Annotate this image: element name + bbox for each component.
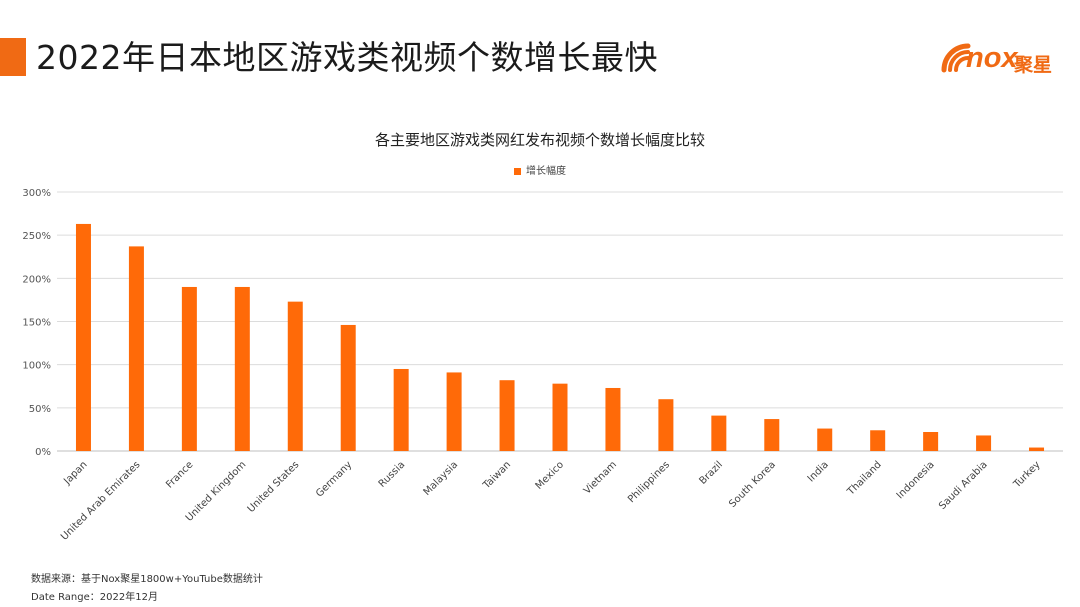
bar bbox=[75, 223, 91, 451]
x-tick-label: Thailand bbox=[845, 459, 884, 498]
y-tick-label: 0% bbox=[35, 447, 51, 458]
bar bbox=[711, 415, 727, 451]
bar bbox=[234, 286, 250, 451]
bar bbox=[817, 428, 833, 451]
x-tick-label: Mexico bbox=[534, 459, 566, 491]
y-tick-label: 300% bbox=[22, 188, 51, 199]
x-tick-label: Vietnam bbox=[582, 459, 619, 496]
bar bbox=[658, 399, 674, 451]
logo-text: nox bbox=[966, 42, 1018, 74]
bar bbox=[287, 301, 303, 451]
x-tick-label: United States bbox=[246, 459, 302, 515]
x-tick-label: India bbox=[806, 459, 831, 484]
bar bbox=[870, 430, 886, 451]
bar bbox=[393, 368, 409, 451]
bar bbox=[976, 435, 992, 451]
x-tick-label: Germany bbox=[314, 459, 354, 499]
bar bbox=[128, 246, 144, 451]
x-tick-label: Brazil bbox=[697, 459, 725, 487]
x-tick-label: Malaysia bbox=[422, 459, 461, 498]
x-tick-label: Taiwan bbox=[481, 459, 514, 492]
x-tick-label: France bbox=[164, 459, 195, 490]
legend-swatch bbox=[514, 167, 521, 175]
bar bbox=[446, 372, 462, 451]
logo-text-cn: 聚星 bbox=[1014, 54, 1053, 76]
y-tick-label: 200% bbox=[22, 274, 51, 285]
title-accent-block bbox=[0, 38, 26, 76]
y-tick-label: 250% bbox=[22, 231, 51, 242]
x-tick-label: South Korea bbox=[727, 459, 778, 510]
chart-title: 各主要地区游戏类网红发布视频个数增长幅度比较 bbox=[374, 131, 705, 149]
y-tick-label: 50% bbox=[29, 404, 51, 415]
x-tick-label: Russia bbox=[377, 459, 408, 490]
page-title: 2022年日本地区游戏类视频个数增长最快 bbox=[36, 38, 658, 77]
bar bbox=[764, 419, 780, 451]
bar bbox=[923, 432, 939, 451]
x-tick-label: Turkey bbox=[1011, 459, 1043, 491]
data-source-note: 数据来源：基于Nox聚星1800w+YouTube数据统计 bbox=[31, 574, 263, 585]
bar bbox=[181, 286, 197, 451]
chart-legend: 增长幅度 bbox=[0, 162, 1080, 177]
bar bbox=[1029, 447, 1045, 451]
nox-logo: nox 聚星 bbox=[938, 36, 1068, 84]
x-tick-label: Saudi Arabia bbox=[937, 459, 990, 512]
nox-wifi-logo-icon bbox=[941, 43, 971, 73]
x-tick-label: Japan bbox=[61, 459, 89, 487]
y-tick-label: 100% bbox=[22, 361, 51, 372]
bar bbox=[552, 383, 568, 451]
date-range-note: Date Range：2022年12月 bbox=[31, 592, 158, 603]
legend-label: 增长幅度 bbox=[526, 166, 566, 177]
y-tick-label: 150% bbox=[22, 318, 51, 329]
bar bbox=[605, 387, 621, 451]
x-tick-label: Indonesia bbox=[895, 459, 937, 501]
bar bbox=[499, 380, 515, 451]
bar bbox=[340, 324, 356, 451]
x-tick-label: Philippines bbox=[626, 459, 672, 505]
